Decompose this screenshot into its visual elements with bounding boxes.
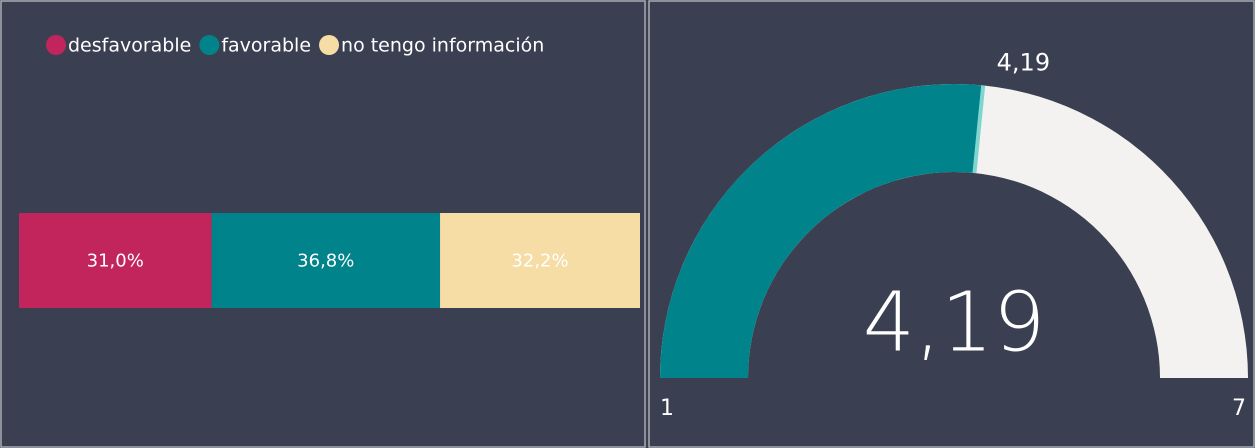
legend-swatch	[46, 35, 66, 55]
legend-label: favorable	[221, 35, 311, 57]
bar-segment	[211, 213, 441, 308]
data-label: 31,0%	[87, 251, 144, 272]
gauge-value-label: 4,19	[863, 276, 1046, 371]
data-label: 32,2%	[511, 251, 568, 272]
panel-border	[0, 0, 646, 448]
legend-label: no tengo información	[341, 35, 544, 57]
data-label: 36,8%	[297, 251, 354, 272]
bar-segment	[440, 213, 640, 308]
gauge-value	[660, 83, 984, 378]
target-label: 4,19	[997, 49, 1050, 77]
legend-swatch	[199, 35, 220, 55]
panel-border	[648, 0, 1255, 448]
bar-segment	[19, 213, 212, 308]
legend-label: desfavorable	[68, 35, 191, 57]
gauge-max-label: 7	[1232, 396, 1246, 421]
gauge-target	[972, 85, 986, 174]
gauge-min-label: 1	[660, 396, 674, 421]
legend-swatch	[319, 35, 340, 55]
